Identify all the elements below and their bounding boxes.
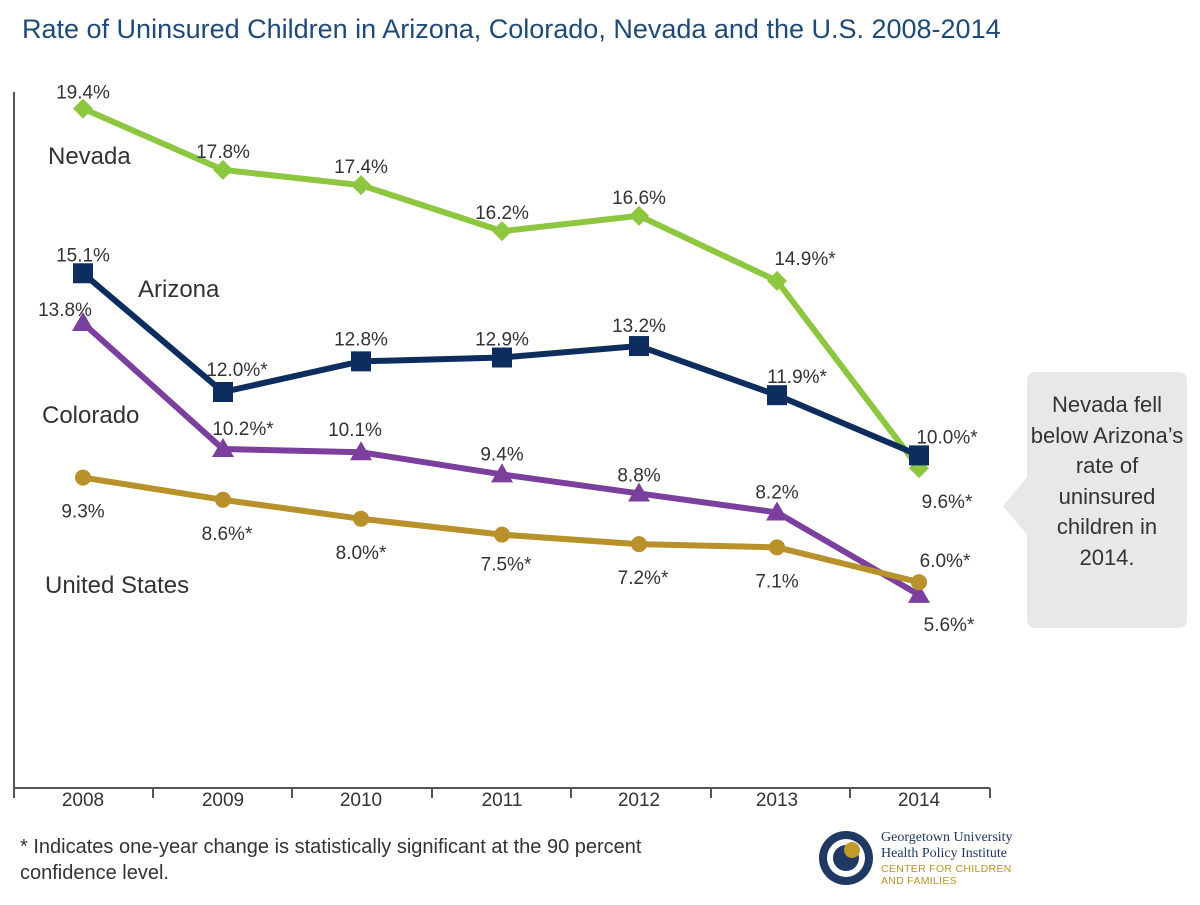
marker-nevada xyxy=(492,221,512,242)
logo-name: Georgetown University Health Policy Inst… xyxy=(881,830,1013,862)
logo-name-line1: Georgetown University xyxy=(881,830,1013,845)
marker-colorado xyxy=(491,463,513,483)
marker-arizona xyxy=(492,347,512,368)
data-label: 10.2%* xyxy=(212,419,274,440)
marker-colorado xyxy=(766,501,788,521)
x-tick-label: 2014 xyxy=(898,790,941,811)
x-tick-label: 2009 xyxy=(202,790,244,811)
marker-arizona xyxy=(629,336,649,357)
marker-united-states xyxy=(353,510,369,527)
data-label: 16.6% xyxy=(612,188,666,209)
chart-title: Rate of Uninsured Children in Arizona, C… xyxy=(22,14,1001,44)
logo-sub-line2: AND FAMILIES xyxy=(881,875,957,887)
logo-circle-icon xyxy=(819,831,873,885)
series-name-united-states: United States xyxy=(45,572,189,599)
x-tick-label: 2012 xyxy=(618,790,660,811)
data-label: 5.6%* xyxy=(924,615,975,636)
x-tick-label: 2008 xyxy=(62,790,104,811)
data-label: 8.8% xyxy=(617,465,660,486)
marker-nevada xyxy=(767,270,787,291)
callout-text: Nevada fell below Arizona’s rate of unin… xyxy=(1030,392,1184,570)
series-name-nevada: Nevada xyxy=(48,143,131,170)
marker-nevada xyxy=(351,175,371,196)
data-label: 12.8% xyxy=(334,329,388,350)
marker-colorado xyxy=(628,482,650,502)
callout-pointer xyxy=(1003,476,1028,536)
data-label: 8.2% xyxy=(755,482,798,503)
marker-united-states xyxy=(215,491,231,508)
data-label: 16.2% xyxy=(475,203,529,224)
marker-nevada xyxy=(213,159,233,180)
marker-nevada xyxy=(629,205,649,226)
logo-name-line2: Health Policy Institute xyxy=(881,846,1007,861)
footnote: * Indicates one-year change is statistic… xyxy=(20,836,642,884)
marker-colorado xyxy=(350,441,372,461)
marker-nevada xyxy=(73,98,93,119)
data-label: 9.4% xyxy=(480,444,523,465)
marker-united-states xyxy=(631,536,647,553)
data-label: 10.0%* xyxy=(916,427,978,448)
data-label: 8.0%* xyxy=(336,543,387,564)
chart-markers xyxy=(72,98,930,603)
data-label: 17.4% xyxy=(334,157,388,178)
marker-arizona xyxy=(767,385,787,406)
data-label: 15.1% xyxy=(56,245,110,266)
data-label: 9.6%* xyxy=(922,492,973,513)
marker-colorado xyxy=(908,583,930,603)
data-label: 13.2% xyxy=(612,316,666,337)
marker-united-states xyxy=(769,539,785,556)
data-label: 8.6%* xyxy=(202,524,253,545)
marker-united-states xyxy=(494,526,510,543)
data-label: 6.0%* xyxy=(920,551,971,572)
chart-series-names: Nevada Arizona Colorado United States xyxy=(42,143,220,599)
marker-arizona xyxy=(909,445,929,466)
chart-axes: 2008 2009 2010 2011 2012 2013 2014 xyxy=(13,92,991,811)
logo-subtitle: CENTER FOR CHILDREN AND FAMILIES xyxy=(881,863,1012,887)
marker-arizona xyxy=(213,382,233,402)
marker-united-states xyxy=(911,574,927,591)
data-label: 7.2%* xyxy=(618,568,669,589)
data-label: 12.9% xyxy=(475,330,529,351)
callout-box: Nevada fell below Arizona’s rate of unin… xyxy=(1027,372,1187,628)
data-label: 11.9%* xyxy=(767,367,827,388)
x-tick-label: 2010 xyxy=(340,790,382,811)
data-label: 12.0%* xyxy=(206,360,268,381)
marker-arizona xyxy=(73,263,93,284)
series-name-colorado: Colorado xyxy=(42,402,139,429)
x-tick-label: 2011 xyxy=(482,790,523,811)
series-name-arizona: Arizona xyxy=(138,276,220,303)
x-tick-label: 2013 xyxy=(756,790,798,811)
data-label: 7.5%* xyxy=(481,555,532,576)
data-label: 13.8% xyxy=(38,300,92,321)
logo-sub-line1: CENTER FOR CHILDREN xyxy=(881,863,1012,875)
data-label: 10.1% xyxy=(328,420,382,441)
data-label: 14.9%* xyxy=(774,249,836,270)
marker-united-states xyxy=(75,469,91,486)
marker-colorado xyxy=(212,438,234,458)
georgetown-logo: Georgetown University Health Policy Inst… xyxy=(817,825,1077,895)
chart-data-labels: 19.4% 17.8% 17.4% 16.2% 16.6% 14.9%* 9.6%* 15.1… xyxy=(38,83,978,636)
marker-arizona xyxy=(351,351,371,372)
data-label: 7.1% xyxy=(755,571,798,592)
data-label: 17.8% xyxy=(196,142,250,163)
marker-colorado xyxy=(72,312,94,332)
data-label: 9.3% xyxy=(61,502,104,523)
data-label: 19.4% xyxy=(56,83,110,104)
